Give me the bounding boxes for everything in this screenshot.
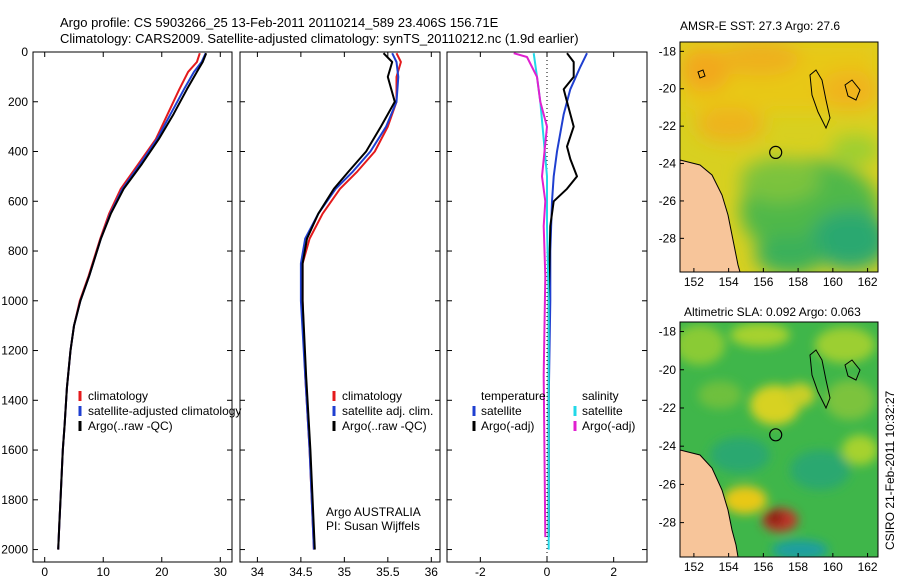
- x-tick-label: 10: [97, 565, 111, 579]
- salinity-panel: 3434.53535.536salinityclimatologysatelli…: [239, 51, 441, 580]
- map-x-tick-label: 160: [823, 560, 843, 574]
- map-y-tick-label: -20: [659, 363, 677, 377]
- y-tick-label: 0: [21, 45, 28, 59]
- map-y-tick-label: -28: [659, 231, 677, 245]
- x-tick-label: 0: [41, 565, 48, 579]
- figure-title-line1: Argo profile: CS 5903266_25 13-Feb-2011 …: [60, 15, 499, 30]
- map-x-tick-label: 154: [719, 275, 739, 289]
- argo-position-marker: [769, 428, 783, 442]
- x-tick-label: 35: [338, 565, 352, 579]
- legend-label: Argo(-adj): [481, 419, 534, 433]
- legend-label: climatology: [88, 389, 148, 403]
- sla-map-axes: 152 154 156 158 160 162 -18 -20 -22 -24 -26 -28: [659, 325, 878, 574]
- series-line-satellite-adjusted: [299, 52, 400, 550]
- map-y-tick-label: -20: [659, 82, 677, 96]
- map-x-tick-label: 152: [684, 560, 704, 574]
- x-tick-label: 34.5: [289, 565, 313, 579]
- map-y-tick-label: -18: [659, 44, 677, 58]
- y-tick-label: 400: [8, 145, 28, 159]
- map-x-tick-label: 160: [823, 275, 843, 289]
- x-tick-label: 20: [155, 565, 169, 579]
- legend-label: satellite adj. clim.: [342, 404, 433, 418]
- map-x-tick-label: 156: [753, 560, 773, 574]
- y-tick-label: 2000: [1, 543, 28, 557]
- y-tick-label: 200: [8, 95, 28, 109]
- x-tick-label: -2: [475, 565, 486, 579]
- map-x-tick-label: 152: [684, 275, 704, 289]
- y-tick-label: 1800: [1, 493, 28, 507]
- panel-annotation: Argo AUSTRALIA: [326, 505, 421, 519]
- legend-label: satellite: [582, 404, 623, 418]
- map-y-tick-label: -26: [659, 194, 677, 208]
- map-x-tick-label: 158: [788, 560, 808, 574]
- map-y-tick-label: -26: [659, 477, 677, 491]
- map-y-tick-label: -18: [659, 325, 677, 339]
- x-tick-label: 36: [425, 565, 439, 579]
- map-y-tick-label: -22: [659, 401, 677, 415]
- difference-panel: -202difference from climatologytemperatu…: [446, 51, 648, 580]
- figure-title-line2: Climatology: CARS2009. Satellite-adjuste…: [60, 31, 579, 46]
- map-y-tick-label: -28: [659, 516, 677, 530]
- x-tick-label: 0: [544, 565, 551, 579]
- x-tick-label: 34: [251, 565, 265, 579]
- legend-label: salinity: [582, 389, 619, 403]
- series-line-argo: [57, 52, 208, 550]
- series-line-salinity-argo-adj-: [513, 52, 548, 538]
- legend-label: Argo(-adj): [582, 419, 635, 433]
- map-y-tick-label: -24: [659, 439, 677, 453]
- map-x-tick-label: 162: [858, 560, 878, 574]
- plot-frame: [32, 51, 233, 563]
- map-y-tick-label: -24: [659, 157, 677, 171]
- csiro-timestamp: CSIRO 21-Feb-2011 10:32:27: [883, 390, 897, 550]
- legend-label: satellite-adjusted climatology: [88, 404, 241, 418]
- series-line-argo: [301, 52, 396, 550]
- legend-label: Argo(..raw -QC): [342, 419, 427, 433]
- legend-label: satellite: [481, 404, 522, 418]
- sla-map-title: Altimetric SLA: 0.092 Argo: 0.063: [684, 305, 861, 319]
- x-tick-label: 30: [214, 565, 228, 579]
- map-y-tick-label: -22: [659, 119, 677, 133]
- map-x-tick-label: 154: [719, 560, 739, 574]
- y-tick-label: 1600: [1, 443, 28, 457]
- temperature-panel: 0 10 20 30 0 200 400 600 800 1000 1200 1400 1600 1800…: [1, 45, 241, 580]
- argo-position-marker: [769, 145, 783, 159]
- y-tick-label: 600: [8, 194, 28, 208]
- map-x-tick-label: 156: [753, 275, 773, 289]
- legend-label: climatology: [342, 389, 402, 403]
- x-tick-label: 2: [610, 565, 617, 579]
- plot-frame: [239, 51, 441, 563]
- y-tick-label: 1400: [1, 393, 28, 407]
- y-tick-label: 1000: [1, 294, 28, 308]
- map-x-tick-label: 162: [858, 275, 878, 289]
- sst-map-axes: 152 154 156 158 160 162 -18 -20 -22 -24 -26 -28: [659, 44, 878, 289]
- sla-map-image: [680, 322, 878, 557]
- y-tick-label: 1200: [1, 344, 28, 358]
- series-line-temperature-satellite: [547, 52, 588, 538]
- panel-annotation: PI: Susan Wijffels: [326, 519, 420, 533]
- legend-label: Argo(..raw -QC): [88, 419, 173, 433]
- series-line-temperature-argo-adj-: [547, 52, 578, 538]
- sst-map-image: [680, 42, 878, 272]
- sst-map-title: AMSR-E SST: 27.3 Argo: 27.6: [680, 19, 840, 33]
- map-x-tick-label: 158: [788, 275, 808, 289]
- legend-label: temperature: [481, 389, 546, 403]
- x-tick-label: 35.5: [376, 565, 400, 579]
- y-tick-label: 800: [8, 244, 28, 258]
